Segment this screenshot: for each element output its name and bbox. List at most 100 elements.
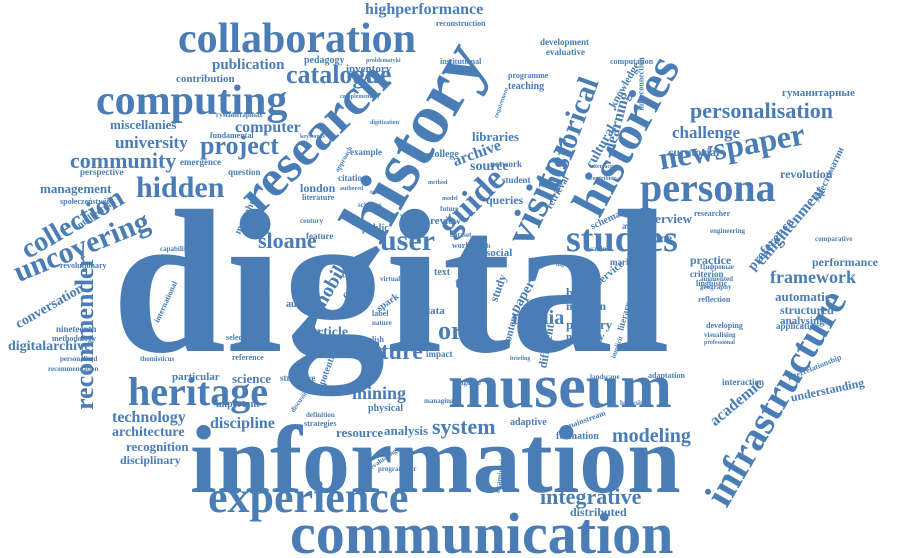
word-structure: structure	[280, 374, 315, 383]
word-capabilities: capabilities	[160, 246, 194, 253]
word-technology: technology	[112, 410, 186, 426]
word-nature: nature	[372, 320, 392, 327]
word-methodology: methodology	[52, 335, 96, 343]
word-digitally: digitally	[556, 262, 577, 268]
word-physical: physical	[368, 404, 403, 414]
word-time: time	[455, 276, 485, 292]
word-example: example	[350, 148, 382, 157]
word-student: student	[502, 176, 531, 185]
word-cyrillic-gumanitarnykh: гуманитарных	[216, 112, 263, 119]
word-challenge: challenge	[672, 124, 740, 141]
word-libraries: libraries	[472, 130, 519, 143]
word-julianne: julianne	[630, 232, 672, 244]
word-developing: developing	[706, 322, 743, 330]
word-automatic: automatic	[775, 290, 831, 303]
word-programmer: programmer	[378, 466, 416, 473]
word-infrastructure: infrastructure	[698, 283, 853, 512]
word-reflection: reflection	[698, 296, 730, 304]
word-modern: modern	[566, 300, 606, 312]
word-question: question	[228, 168, 261, 177]
word-augmented: augmented	[700, 276, 733, 283]
word-architecture: architecture	[112, 426, 185, 440]
word-text: text	[434, 268, 450, 278]
word-data: data	[424, 306, 445, 317]
word-recommendation: recommendation	[48, 366, 98, 373]
word-preference: preference	[746, 216, 797, 273]
word-oral: oral	[438, 318, 483, 344]
word-nineteenth: nineteenth	[56, 325, 97, 334]
word-engineering: engineering	[710, 228, 745, 235]
word-label: label	[372, 310, 388, 318]
word-managing: managing	[424, 398, 454, 405]
word-highperformance: highperformance	[365, 2, 483, 18]
word-software: software	[230, 344, 259, 352]
word-webbs: webbs	[400, 212, 424, 221]
word-digitization: digitization	[370, 120, 399, 126]
word-university: university	[115, 134, 188, 151]
word-disciplinary: disciplinary	[120, 454, 181, 466]
word-miscellanies: miscellanies	[110, 118, 176, 131]
word-museum: museum	[448, 356, 672, 418]
word-primary: primary	[566, 318, 612, 331]
word-visualising: visualising	[704, 332, 736, 339]
word-interconnection: interconnection	[638, 57, 646, 110]
word-public: public	[362, 224, 389, 234]
word-college: college	[430, 150, 459, 160]
word-science: science	[232, 372, 271, 385]
word-personalisation: personalisation	[690, 100, 833, 122]
word-impact: impact	[426, 350, 453, 359]
word-reference: reference	[232, 354, 264, 362]
word-personalised: personalised	[60, 356, 97, 363]
word-analysis: analysis	[384, 424, 428, 437]
word-reconstruction: reconstruction	[436, 20, 486, 28]
word-formation: formation	[556, 432, 599, 442]
word-result: result	[476, 244, 491, 250]
word-professional: professional	[704, 340, 735, 346]
word-recognition: recognition	[126, 440, 189, 453]
word-mining: mining	[352, 384, 406, 402]
word-emergence: emergence	[180, 158, 221, 167]
word-resource: resource	[336, 426, 383, 439]
word-century: century	[300, 218, 323, 225]
word-computation: computation	[610, 58, 653, 66]
word-future: future	[440, 206, 459, 213]
word-landscape: landscape	[590, 374, 620, 381]
word-teaching: teaching	[508, 82, 544, 92]
word-framework: framework	[770, 268, 856, 286]
word-literature: literature	[302, 194, 334, 202]
word-fundamental: fundamental	[210, 132, 254, 140]
word-experience: experience	[208, 476, 408, 520]
word-researcher: researcher	[694, 210, 730, 218]
word-cyrillic-gumanitarnye: гуманитарные	[782, 88, 855, 99]
word-performance: performance	[812, 256, 878, 268]
word-complementary: complementary	[340, 94, 380, 100]
word-centre: centre	[410, 260, 426, 266]
word-thomisticus: thomisticus	[140, 356, 174, 363]
word-language: language	[454, 380, 481, 387]
word-interface: interface	[590, 164, 613, 170]
word-review: review	[430, 216, 461, 227]
word-author: author	[286, 300, 315, 310]
word-selection: selection	[226, 334, 255, 342]
word-particular: particular	[172, 372, 220, 383]
word-definition: definition	[306, 412, 335, 419]
word-briefing: briefing	[510, 356, 530, 362]
word-pedagogy: pedagogy	[304, 56, 345, 66]
word-strategies: strategies	[304, 420, 336, 428]
word-persona: persona	[640, 168, 776, 208]
word-mccarty: mccarty	[566, 332, 604, 343]
word-evaluative: evaluative	[546, 48, 585, 57]
word-system: system	[432, 416, 496, 438]
word-curatorial: curatorial	[668, 146, 719, 158]
word-collaboration: collaboration	[178, 18, 416, 60]
word-authored: authored	[340, 186, 363, 192]
word-important: important	[216, 400, 259, 410]
word-spoleczenstwie: społeczeństwie	[60, 198, 110, 206]
word-adaptive: adaptive	[510, 418, 547, 428]
word-based: based	[566, 286, 598, 299]
word-cyrillic-tsifrovye: Цифровые	[700, 264, 734, 271]
word-geography: geography	[700, 284, 732, 291]
word-problematyki: problematyki	[366, 58, 401, 64]
word-citation: citation	[338, 174, 367, 183]
